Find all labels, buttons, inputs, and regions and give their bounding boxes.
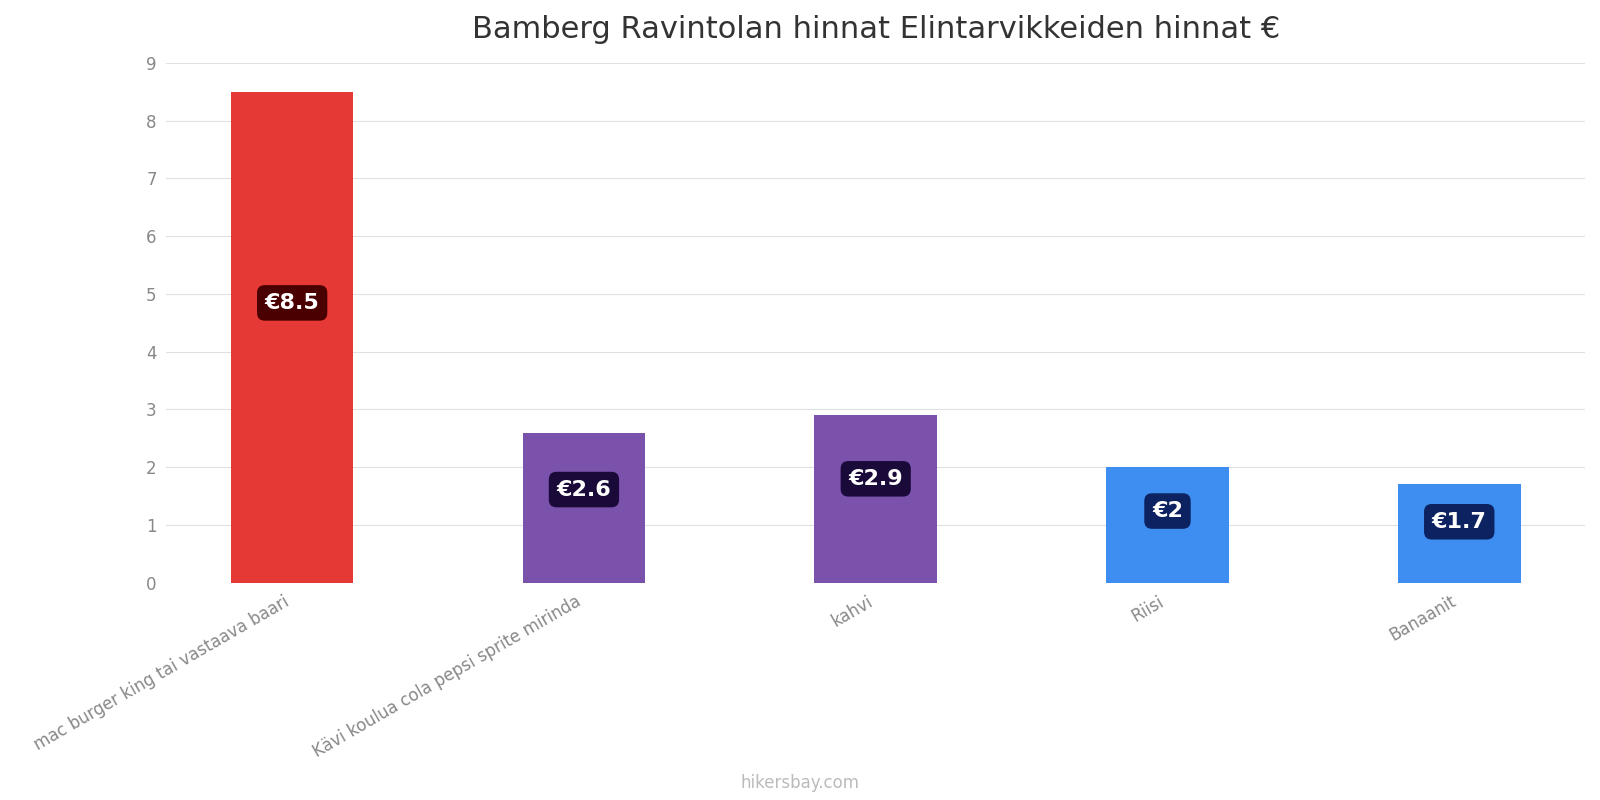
Text: €2.9: €2.9 — [848, 469, 902, 489]
Bar — [1398, 485, 1520, 582]
Bar — [1106, 467, 1229, 582]
Text: €2: €2 — [1152, 501, 1182, 521]
Text: €8.5: €8.5 — [264, 293, 320, 313]
Text: hikersbay.com: hikersbay.com — [741, 774, 859, 792]
Text: €2.6: €2.6 — [557, 479, 611, 499]
Bar — [230, 92, 354, 582]
Bar — [523, 433, 645, 582]
Bar — [814, 415, 938, 582]
Title: Bamberg Ravintolan hinnat Elintarvikkeiden hinnat €: Bamberg Ravintolan hinnat Elintarvikkeid… — [472, 15, 1280, 44]
Text: €1.7: €1.7 — [1432, 512, 1486, 532]
